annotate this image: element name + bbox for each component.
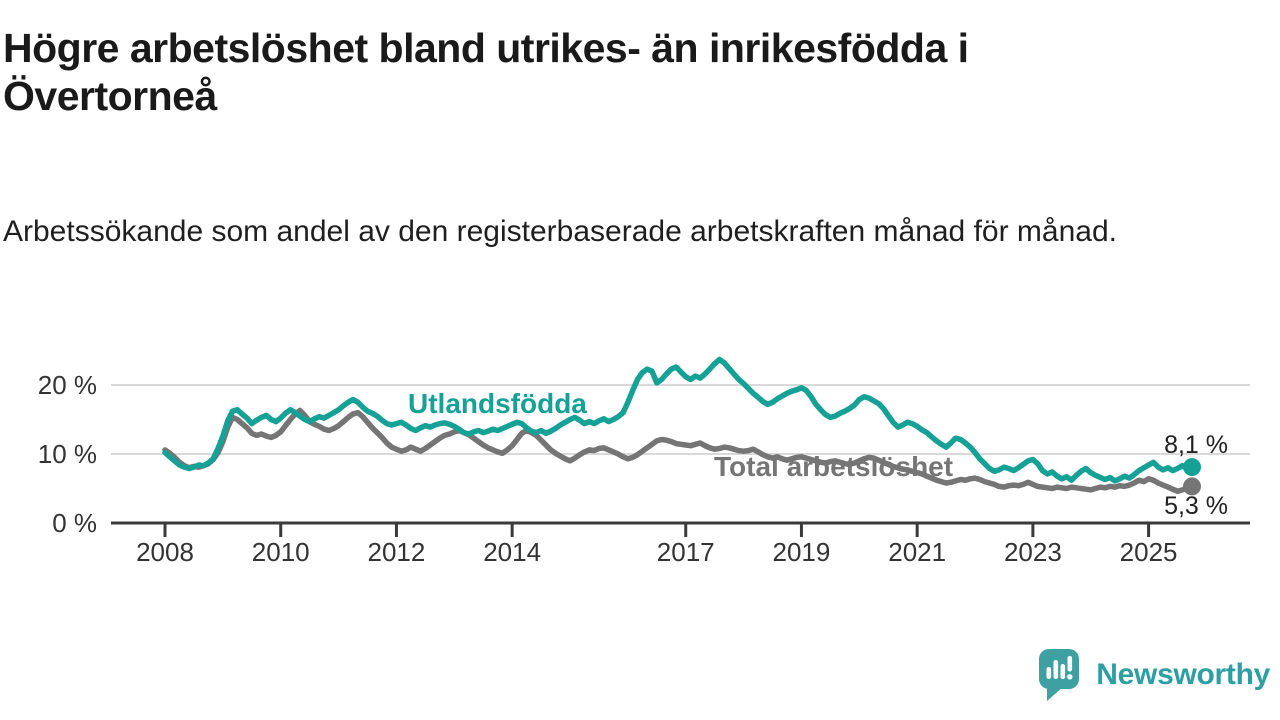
x-axis-tick-label: 2021 <box>888 537 946 567</box>
x-axis-tick-label: 2019 <box>773 537 831 567</box>
series-label-utlandsfodda: Utlandsfödda <box>408 388 587 419</box>
x-axis-tick-label: 2023 <box>1004 537 1062 567</box>
x-axis-tick-label: 2012 <box>368 537 426 567</box>
x-axis-tick-label: 2010 <box>252 537 310 567</box>
x-axis-tick-label: 2017 <box>657 537 715 567</box>
x-axis-tick-label: 2025 <box>1120 537 1178 567</box>
y-axis-tick-label: 0 % <box>52 508 97 538</box>
newsworthy-logo-text: Newsworthy <box>1096 658 1270 691</box>
newsworthy-logo: Newsworthy <box>1038 648 1270 702</box>
y-axis-tick-label: 20 % <box>38 370 97 400</box>
series-line-utlandsfodda <box>162 356 1195 484</box>
speech-bubble-bar-chart-icon <box>1039 649 1080 701</box>
y-axis-tick-label: 10 % <box>38 439 97 469</box>
series-end-value-total: 5,3 % <box>1164 492 1228 520</box>
series-end-dot-utlandsfodda <box>1183 458 1201 477</box>
series-end-dot-total <box>1183 477 1201 496</box>
series-end-value-utlandsfodda: 8,1 % <box>1164 431 1228 459</box>
x-axis-tick-label: 2014 <box>483 537 541 567</box>
x-axis-tick-label: 2008 <box>136 537 194 567</box>
chart-subtitle: Arbetssökande som andel av den registerb… <box>3 215 1117 248</box>
page-title: Högre arbetslöshet bland utrikes- än inr… <box>3 25 969 120</box>
series-label-total: Total arbetslöshet <box>714 451 953 482</box>
series-line-total <box>162 407 1195 495</box>
